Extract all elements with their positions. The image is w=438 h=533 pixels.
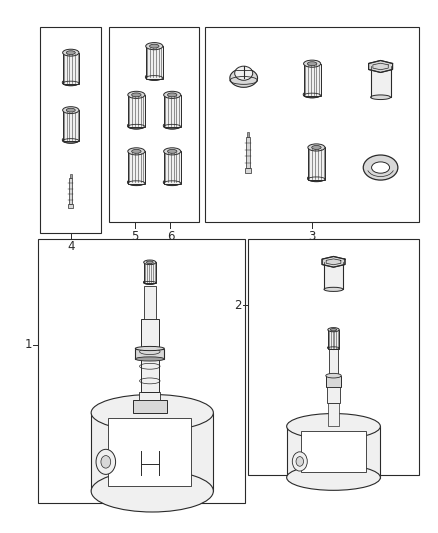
Bar: [205, 27, 419, 222]
Bar: [324, 262, 343, 289]
Ellipse shape: [286, 465, 380, 490]
Ellipse shape: [146, 261, 153, 264]
Ellipse shape: [307, 62, 317, 66]
Ellipse shape: [230, 69, 258, 87]
Ellipse shape: [128, 148, 145, 155]
Bar: [144, 262, 156, 283]
Text: 4: 4: [67, 240, 74, 253]
Ellipse shape: [324, 287, 343, 292]
Bar: [110, 27, 199, 222]
Text: 5: 5: [131, 230, 138, 243]
Polygon shape: [322, 256, 345, 267]
Ellipse shape: [127, 122, 145, 129]
Bar: [247, 132, 249, 137]
Ellipse shape: [63, 107, 79, 114]
Ellipse shape: [308, 144, 325, 151]
Bar: [91, 413, 213, 491]
Ellipse shape: [132, 149, 141, 154]
Ellipse shape: [371, 95, 391, 100]
Text: 6: 6: [167, 230, 174, 243]
Bar: [133, 400, 167, 413]
Ellipse shape: [145, 74, 163, 80]
Ellipse shape: [96, 449, 116, 474]
Ellipse shape: [66, 108, 75, 112]
Bar: [68, 204, 73, 208]
Bar: [329, 342, 338, 376]
Bar: [128, 95, 145, 127]
Bar: [371, 67, 391, 97]
Ellipse shape: [91, 394, 213, 431]
Text: 1: 1: [25, 338, 32, 351]
Ellipse shape: [150, 44, 159, 48]
Ellipse shape: [307, 175, 325, 182]
Bar: [128, 151, 145, 184]
Bar: [63, 110, 79, 141]
Ellipse shape: [328, 345, 339, 350]
Ellipse shape: [164, 91, 181, 99]
Polygon shape: [368, 60, 392, 72]
Ellipse shape: [328, 328, 339, 332]
Bar: [247, 137, 250, 167]
Ellipse shape: [62, 79, 79, 86]
Bar: [70, 178, 72, 204]
Bar: [326, 376, 341, 387]
Ellipse shape: [62, 136, 79, 143]
Bar: [40, 27, 101, 232]
Bar: [164, 95, 181, 127]
Ellipse shape: [135, 346, 164, 351]
Bar: [135, 349, 164, 359]
Ellipse shape: [286, 414, 380, 439]
Bar: [144, 286, 156, 319]
Ellipse shape: [363, 155, 398, 180]
Bar: [139, 392, 160, 400]
Ellipse shape: [304, 60, 321, 67]
Ellipse shape: [128, 91, 145, 99]
Ellipse shape: [63, 49, 79, 56]
Ellipse shape: [91, 470, 213, 512]
Ellipse shape: [163, 122, 181, 129]
Bar: [328, 330, 339, 349]
Ellipse shape: [101, 456, 111, 468]
Ellipse shape: [127, 179, 145, 185]
Bar: [248, 239, 419, 475]
Ellipse shape: [135, 357, 164, 361]
Bar: [245, 167, 251, 173]
Bar: [108, 418, 191, 486]
Ellipse shape: [163, 179, 181, 185]
Bar: [328, 403, 339, 426]
Ellipse shape: [144, 260, 156, 264]
Ellipse shape: [167, 149, 177, 154]
Ellipse shape: [66, 51, 75, 54]
Bar: [327, 387, 339, 403]
Ellipse shape: [146, 43, 163, 50]
Ellipse shape: [292, 452, 307, 471]
Ellipse shape: [303, 91, 321, 98]
Bar: [286, 426, 380, 478]
Ellipse shape: [167, 93, 177, 97]
Bar: [70, 174, 72, 178]
Ellipse shape: [235, 66, 253, 80]
Ellipse shape: [132, 93, 141, 97]
Bar: [301, 431, 366, 472]
Ellipse shape: [312, 146, 321, 149]
Ellipse shape: [371, 162, 389, 173]
Text: 3: 3: [308, 230, 316, 243]
Ellipse shape: [143, 280, 156, 285]
Bar: [304, 63, 321, 96]
Bar: [164, 151, 181, 184]
Ellipse shape: [296, 457, 304, 466]
Bar: [146, 46, 163, 78]
Ellipse shape: [330, 328, 337, 331]
Bar: [38, 239, 245, 503]
Text: 2: 2: [234, 299, 242, 312]
Bar: [141, 319, 159, 392]
Ellipse shape: [326, 374, 341, 378]
Bar: [308, 148, 325, 180]
Ellipse shape: [164, 148, 181, 155]
Bar: [63, 53, 79, 84]
